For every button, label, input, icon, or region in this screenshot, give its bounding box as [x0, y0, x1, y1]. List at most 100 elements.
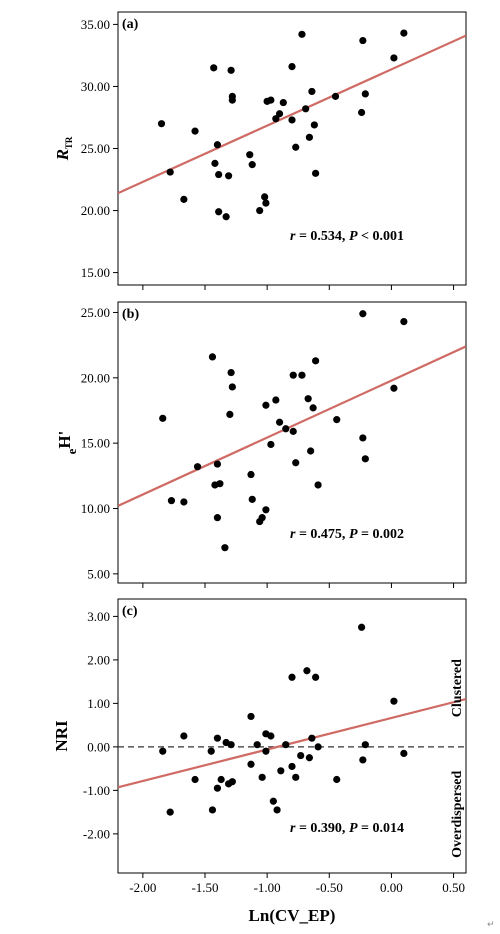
- data-point: [305, 133, 313, 141]
- y-axis-label-sub: e: [64, 448, 79, 454]
- panel-a: 15.00 20.00 25.00 30.00 35.00 (a) r = 0.534, P…: [53, 11, 467, 290]
- data-point: [213, 141, 222, 149]
- data-point: [361, 741, 369, 749]
- stat-stat-p: P: [349, 821, 358, 836]
- data-point: [228, 778, 236, 786]
- data-point: [333, 416, 341, 424]
- data-point: [159, 747, 167, 755]
- stat-stat-r-value: = 0.475,: [295, 527, 348, 542]
- panel-label: (b): [122, 307, 139, 322]
- data-point: [253, 741, 261, 749]
- stat-annotation: r = 0.475, P = 0.002: [290, 527, 404, 542]
- data-point: [213, 734, 222, 742]
- data-point: [282, 425, 290, 433]
- data-point: [282, 741, 290, 749]
- data-point: [333, 775, 341, 784]
- y-axis-label: NRI: [52, 720, 71, 752]
- stat-stat-r-value: = 0.534,: [295, 229, 348, 244]
- y-tick-label: 0.00: [87, 739, 110, 754]
- y-axis-label: eH': [55, 431, 79, 455]
- data-point: [269, 797, 277, 805]
- data-point: [211, 159, 219, 167]
- data-point: [167, 497, 176, 505]
- data-point: [222, 213, 230, 221]
- data-point: [227, 66, 235, 74]
- data-point: [358, 623, 366, 631]
- y-tick-label: 10.00: [81, 501, 110, 516]
- data-point: [207, 747, 215, 755]
- data-point: [258, 514, 266, 522]
- stat-stat-p-value: = 0.002: [358, 527, 404, 542]
- data-point: [267, 96, 275, 104]
- data-point: [298, 30, 306, 38]
- data-point: [308, 734, 316, 742]
- data-point: [166, 808, 174, 816]
- y-tick-label: 35.00: [81, 17, 110, 32]
- side-label-clustered: Clustered: [450, 659, 465, 717]
- data-point: [273, 806, 281, 814]
- y-tick-label: 20.00: [81, 203, 110, 218]
- data-point: [275, 418, 284, 426]
- data-point: [279, 98, 287, 107]
- data-point: [228, 383, 236, 391]
- data-point: [277, 767, 285, 775]
- y-axis-label-main: R: [53, 149, 72, 161]
- data-point: [304, 395, 312, 403]
- data-point: [213, 784, 222, 792]
- y-axis-label: RTR: [53, 136, 74, 161]
- data-point: [297, 751, 305, 760]
- data-point: [226, 410, 234, 418]
- stat-stat-r: r: [290, 527, 296, 542]
- data-point: [312, 673, 320, 681]
- data-point: [400, 318, 408, 326]
- data-point: [193, 463, 202, 471]
- data-point: [225, 172, 233, 180]
- data-point: [247, 470, 255, 479]
- data-point: [221, 544, 229, 552]
- data-point: [208, 806, 217, 814]
- x-tick-label: -0.50: [316, 880, 343, 895]
- data-point: [159, 414, 167, 422]
- data-point: [361, 90, 369, 98]
- stat-stat-r: r: [290, 229, 296, 244]
- data-point: [289, 427, 297, 435]
- data-point: [166, 168, 174, 176]
- data-point: [303, 667, 311, 675]
- data-point: [292, 773, 300, 781]
- panel-label: (a): [122, 17, 139, 32]
- data-point: [247, 712, 255, 721]
- regression-line: [118, 697, 466, 789]
- x-tick-label: 0.00: [380, 880, 403, 895]
- data-point: [298, 371, 306, 379]
- data-point: [331, 92, 340, 100]
- data-point: [359, 434, 367, 442]
- stat-stat-p: P: [349, 527, 358, 542]
- data-point: [262, 506, 270, 514]
- data-point: [272, 396, 280, 404]
- data-point: [261, 193, 269, 201]
- corner-mark: ↵: [487, 920, 495, 930]
- data-point: [191, 775, 199, 784]
- panel-c: -2.00 -1.00 0.00 1.00 2.00 3.00 (c) r = 0.390, …: [52, 598, 467, 878]
- data-point: [359, 36, 367, 45]
- y-tick-label: 30.00: [81, 79, 110, 94]
- data-point: [288, 673, 296, 681]
- data-point: [390, 697, 398, 705]
- data-point: [361, 455, 369, 463]
- stat-stat-r-value: = 0.390,: [295, 821, 348, 836]
- data-point: [262, 199, 270, 207]
- data-point: [191, 127, 199, 135]
- data-point: [213, 514, 222, 522]
- data-point: [292, 143, 300, 151]
- y-tick-label: 25.00: [81, 305, 110, 320]
- data-point: [246, 151, 254, 159]
- stat-stat-r: r: [290, 821, 296, 836]
- data-point: [305, 754, 313, 762]
- data-point: [292, 459, 300, 467]
- data-point: [312, 357, 320, 365]
- regression-line: [118, 345, 466, 507]
- x-axis: -2.00 -1.50 -1.00 -0.50 0.00 0.50 Ln(CV_EP): [129, 880, 465, 925]
- y-tick-label: 15.00: [81, 265, 110, 280]
- data-point: [307, 447, 315, 455]
- data-point: [262, 401, 270, 409]
